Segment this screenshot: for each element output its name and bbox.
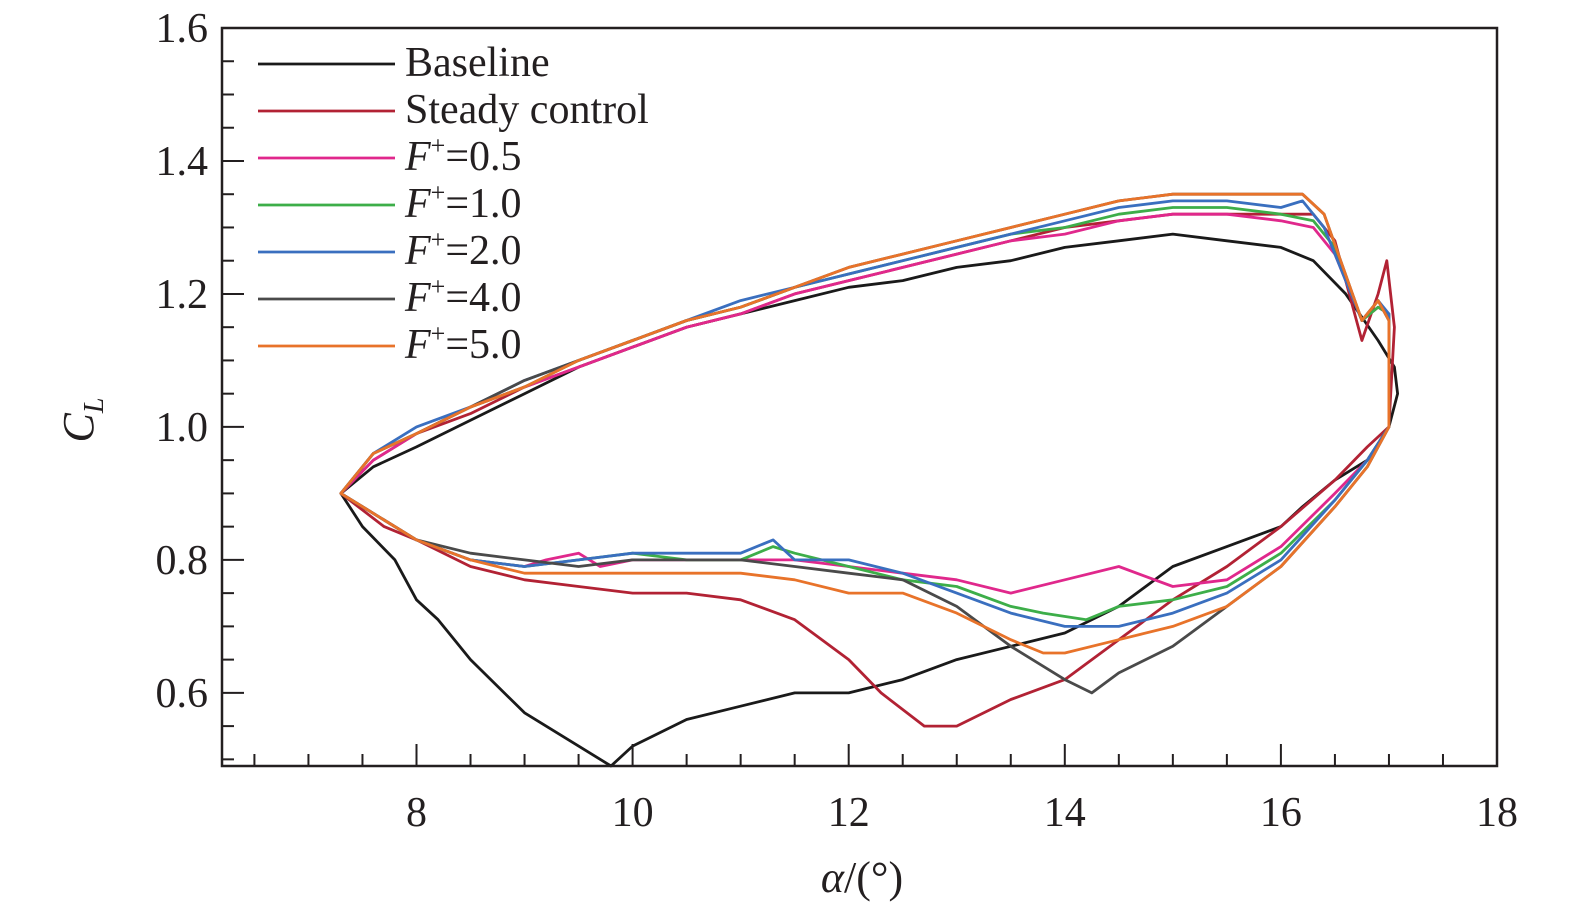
y-tick-label: 1.6 — [156, 6, 209, 52]
x-tick-label: 14 — [1044, 790, 1086, 836]
legend-label-symbol: F — [404, 275, 431, 321]
legend-label-value: =2.0 — [445, 228, 521, 274]
legend-label-superscript: + — [431, 272, 446, 301]
y-tick-label: 1.2 — [156, 272, 209, 318]
y-tick-label: 1.0 — [156, 405, 209, 451]
legend-label: F+=5.0 — [404, 319, 522, 368]
legend-label-value: =4.0 — [445, 275, 521, 321]
legend-label-superscript: + — [431, 319, 446, 348]
legend-label-symbol: F — [404, 134, 431, 180]
x-tick-label: 12 — [828, 790, 870, 836]
legend-label-value: =5.0 — [445, 322, 521, 368]
legend-label: F+=4.0 — [404, 272, 522, 321]
x-tick-label: 8 — [406, 790, 427, 836]
x-axis-title: α/(°) — [821, 853, 903, 902]
y-tick-label: 1.4 — [156, 139, 209, 185]
x-axis-unit: /(°) — [844, 853, 903, 902]
legend-label-symbol: F — [404, 322, 431, 368]
axis-ticks: 8 10 12 14 16 18 0.6 0.8 1.0 1.2 1.4 1.6 — [156, 6, 1519, 836]
x-tick-label: 16 — [1260, 790, 1302, 836]
legend-label-superscript: + — [431, 131, 446, 160]
legend-label-value: =1.0 — [445, 181, 521, 227]
legend-label-symbol: F — [404, 228, 431, 274]
series-layer — [339, 192, 1399, 768]
legend-label: Baseline — [405, 40, 550, 86]
legend-label-value: =0.5 — [445, 134, 521, 180]
y-tick-label: 0.8 — [156, 538, 209, 584]
x-tick-label: 18 — [1476, 790, 1518, 836]
y-tick-label: 0.6 — [156, 671, 209, 717]
y-axis-symbol: C — [54, 412, 103, 442]
x-axis-symbol: α — [821, 853, 845, 902]
legend-label: F+=0.5 — [404, 131, 522, 180]
x-tick-label: 10 — [612, 790, 654, 836]
legend-label: Steady control — [405, 87, 649, 133]
legend-label: F+=2.0 — [404, 225, 522, 274]
series-line — [339, 192, 1391, 655]
legend-label-superscript: + — [431, 225, 446, 254]
y-axis-title: CL — [54, 398, 110, 443]
y-axis-subscript: L — [79, 398, 110, 415]
legend-label-superscript: + — [431, 178, 446, 207]
legend-label-symbol: F — [404, 181, 431, 227]
series-line — [339, 199, 1391, 628]
legend-label: F+=1.0 — [404, 178, 522, 227]
plot-frame — [220, 26, 1499, 768]
